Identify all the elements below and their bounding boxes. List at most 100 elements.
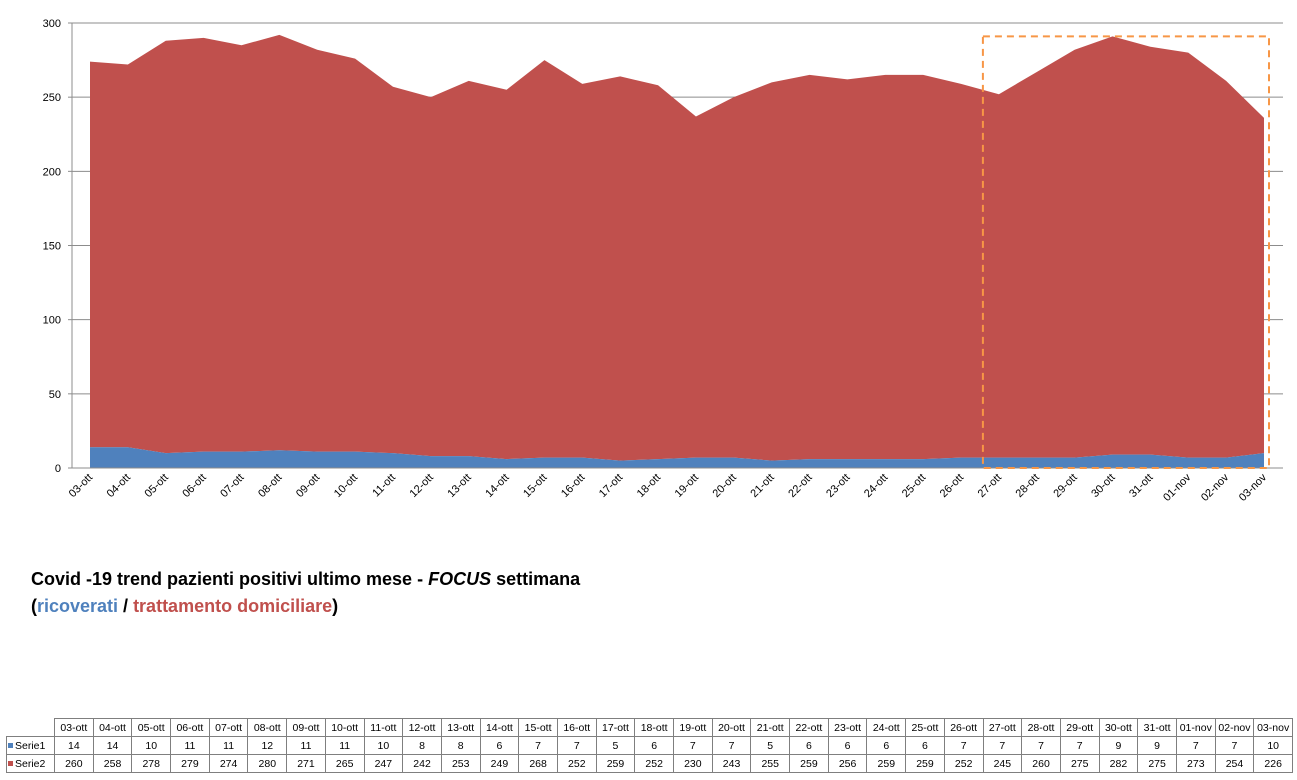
table-header-cell: 03-nov: [1253, 718, 1293, 737]
table-header-cell: 05-ott: [131, 718, 172, 737]
x-tick-label: 31-ott: [1127, 472, 1155, 500]
table-cell: 259: [905, 754, 945, 773]
x-tick-label: 01-nov: [1161, 471, 1194, 504]
table-cell: 7: [556, 736, 597, 755]
x-axis-ticks: 03-ott 04-ott 05-ott 06-ott 07-ott 08-ott 09-o…: [67, 471, 1270, 504]
x-tick-label: 12-ott: [408, 472, 436, 500]
table-cell: 278: [131, 754, 172, 773]
table-cell: 274: [208, 754, 249, 773]
table-row-header: Serie1: [6, 736, 55, 755]
area-chart: 0 50 100 150 200 250 300 03-ott 04-ott 05-ott 06-…: [43, 18, 1283, 504]
x-tick-label: 14-ott: [483, 472, 511, 500]
y-tick-label: 250: [43, 92, 61, 104]
table-header-cell: 02-nov: [1214, 718, 1255, 737]
table-cell: 258: [92, 754, 133, 773]
x-tick-label: 13-ott: [445, 472, 473, 500]
table-header-cell: 14-ott: [479, 718, 520, 737]
area-series-1: [90, 447, 1264, 468]
table-header-cell: 01-nov: [1175, 718, 1216, 737]
table-header-cell: 09-ott: [286, 718, 326, 737]
table-cell: 14: [54, 736, 94, 755]
table-cell: 11: [324, 736, 365, 755]
x-tick-label: 18-ott: [635, 472, 663, 500]
table-cell: 265: [324, 754, 365, 773]
table-header-cell: 08-ott: [247, 718, 288, 737]
table-header-cell: 17-ott: [595, 718, 636, 737]
table-header-cell: 30-ott: [1098, 718, 1139, 737]
table-row: Serie2 260 258 278 279 274 280 271 265 247 242 253 2…: [6, 754, 1293, 773]
table-cell: 279: [170, 754, 210, 773]
x-tick-label: 03-ott: [67, 472, 95, 500]
caption-open-paren: (: [31, 596, 37, 616]
x-tick-label: 21-ott: [748, 472, 776, 500]
table-cell: 7: [943, 736, 984, 755]
table-header-cell: 24-ott: [866, 718, 907, 737]
chart-caption: Covid -19 trend pazienti positivi ultimo…: [31, 566, 580, 620]
x-tick-label: 17-ott: [597, 472, 625, 500]
table-cell: 12: [247, 736, 288, 755]
table-header-cell: 28-ott: [1021, 718, 1061, 737]
table-cell: 6: [634, 736, 674, 755]
table-cell: 260: [1021, 754, 1061, 773]
table-header-cell: 23-ott: [827, 718, 868, 737]
table-cell: 256: [827, 754, 868, 773]
table-cell: 11: [208, 736, 249, 755]
x-tick-label: 11-ott: [370, 472, 398, 500]
table-header-cell: 11-ott: [363, 718, 404, 737]
table-cell: 242: [402, 754, 442, 773]
table-cell: 10: [131, 736, 172, 755]
table-cell: 7: [982, 736, 1023, 755]
legend-key: [8, 742, 13, 748]
table-cell: 249: [479, 754, 520, 773]
table-header-cell: 12-ott: [402, 718, 442, 737]
table-cell: 259: [866, 754, 907, 773]
stacked-areas: [90, 34, 1264, 468]
table-header-cell: 04-ott: [92, 718, 133, 737]
x-tick-label: 24-ott: [862, 472, 890, 500]
table-cell: 247: [363, 754, 404, 773]
table-cell: 255: [750, 754, 791, 773]
table-header-cell: 21-ott: [750, 718, 791, 737]
caption-close-paren: ): [332, 596, 339, 616]
y-tick-label: 300: [43, 18, 61, 30]
x-tick-label: 23-ott: [824, 472, 852, 500]
x-tick-label: 15-ott: [521, 472, 549, 500]
table-cell: 252: [943, 754, 984, 773]
x-tick-label: 25-ott: [900, 472, 928, 500]
table-cell: 11: [170, 736, 210, 755]
x-tick-label: 09-ott: [294, 472, 322, 500]
table-cell: 7: [518, 736, 558, 755]
table-cell: 226: [1253, 754, 1293, 773]
table-header-cell: 22-ott: [789, 718, 829, 737]
table-cell: 10: [363, 736, 404, 755]
x-tick-label: 05-ott: [142, 472, 170, 500]
table-cell: 8: [402, 736, 442, 755]
table-header-cell: 29-ott: [1059, 718, 1100, 737]
table-cell: 268: [518, 754, 558, 773]
table-cell: 254: [1214, 754, 1255, 773]
table-header-cell: 31-ott: [1137, 718, 1177, 737]
table-cell: 11: [286, 736, 326, 755]
x-tick-label: 07-ott: [218, 472, 246, 500]
caption-ricoverati: ricoverati: [37, 596, 119, 616]
x-tick-label: 10-ott: [332, 472, 360, 500]
table-cell: 275: [1059, 754, 1100, 773]
table-cell: 6: [827, 736, 868, 755]
table-cell: 7: [1175, 736, 1216, 755]
caption-line-2: (ricoverati / trattamento domiciliare): [31, 593, 580, 620]
caption-trattamento: trattamento domiciliare: [133, 596, 333, 616]
y-tick-label: 100: [43, 315, 61, 327]
table-corner: [6, 718, 55, 737]
x-tick-label: 22-ott: [786, 472, 814, 500]
table-cell: 252: [556, 754, 597, 773]
table-header-cell: 27-ott: [982, 718, 1023, 737]
x-tick-label: 08-ott: [256, 472, 284, 500]
table-cell: 10: [1253, 736, 1293, 755]
table-cell: 7: [711, 736, 752, 755]
table-cell: 275: [1137, 754, 1177, 773]
table-cell: 273: [1175, 754, 1216, 773]
table-cell: 6: [479, 736, 520, 755]
table-cell: 230: [673, 754, 713, 773]
table-cell: 7: [1059, 736, 1100, 755]
y-tick-label: 50: [49, 389, 61, 401]
